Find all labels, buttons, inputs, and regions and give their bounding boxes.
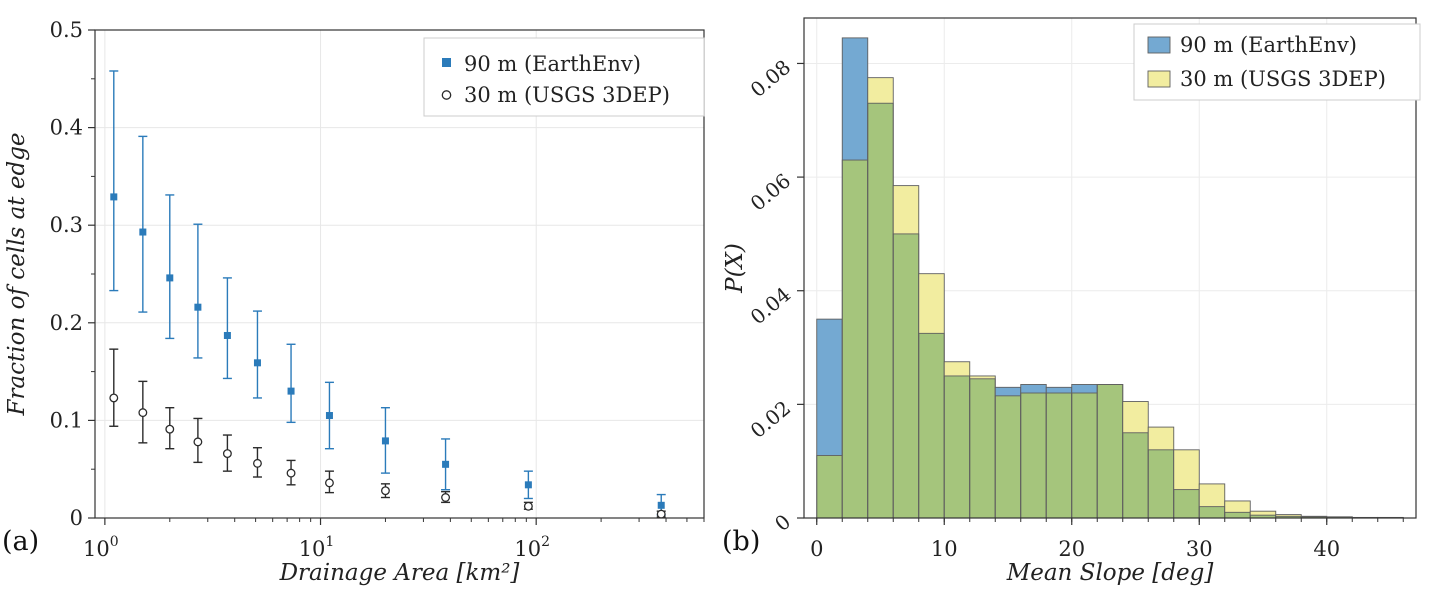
svg-text:0.06: 0.06: [746, 169, 796, 216]
svg-text:0: 0: [70, 506, 83, 530]
errorbar-chart: 0 0.1 0.2 0.3 0.4 0.5 100 101 102 90 m (EarthEnv)…: [4, 18, 705, 586]
svg-text:10: 10: [931, 537, 958, 561]
svg-text:90 m (EarthEnv): 90 m (EarthEnv): [464, 52, 641, 76]
svg-text:0: 0: [770, 509, 795, 536]
svg-text:40: 40: [1313, 537, 1340, 561]
svg-text:0.3: 0.3: [50, 213, 83, 237]
svg-text:0.02: 0.02: [746, 396, 796, 443]
svg-text:101: 101: [299, 534, 335, 561]
svg-text:0.08: 0.08: [746, 55, 796, 102]
svg-text:0.5: 0.5: [50, 18, 83, 42]
panel-a-label: (a): [2, 526, 40, 557]
svg-text:30 m (USGS 3DEP): 30 m (USGS 3DEP): [464, 83, 670, 107]
svg-text:0.4: 0.4: [50, 116, 83, 140]
svg-text:0.04: 0.04: [746, 282, 796, 329]
svg-text:20: 20: [1058, 537, 1085, 561]
svg-text:0.2: 0.2: [50, 311, 83, 335]
svg-text:Fraction of cells at edge: Fraction of cells at edge: [4, 132, 30, 416]
panel-b: 0 0.02 0.04 0.06 0.08 0 10 20 30 40 90 m (EarthEnv…: [716, 0, 1432, 606]
svg-text:90 m (EarthEnv): 90 m (EarthEnv): [1180, 33, 1357, 57]
svg-text:0: 0: [810, 537, 823, 561]
svg-text:30 m (USGS 3DEP): 30 m (USGS 3DEP): [1180, 67, 1386, 91]
svg-text:Mean Slope [deg]: Mean Slope [deg]: [1006, 560, 1214, 586]
svg-text:100: 100: [83, 534, 119, 561]
svg-text:30: 30: [1186, 537, 1213, 561]
svg-text:102: 102: [514, 534, 550, 561]
svg-text:0.1: 0.1: [50, 408, 83, 432]
histogram-chart: 0 0.02 0.04 0.06 0.08 0 10 20 30 40 90 m (EarthEnv…: [722, 17, 1421, 586]
panel-a: 0 0.1 0.2 0.3 0.4 0.5 100 101 102 90 m (EarthEnv)…: [2, 18, 705, 586]
panel-b-label: (b): [722, 526, 761, 557]
svg-text:P(X): P(X): [722, 243, 748, 294]
svg-text:Drainage Area [km²]: Drainage Area [km²]: [279, 560, 520, 586]
